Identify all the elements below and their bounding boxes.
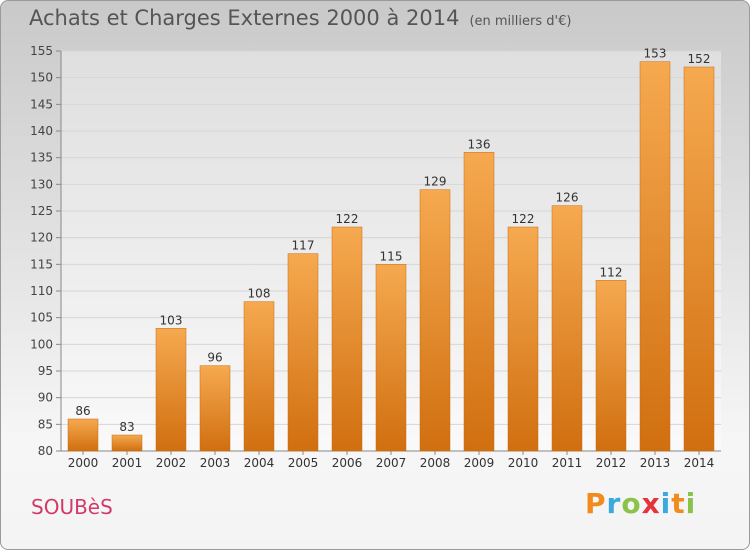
bar-value-label: 103 [160, 313, 183, 327]
bar [639, 61, 671, 452]
bar [595, 280, 627, 452]
bar-value-label: 96 [207, 351, 222, 365]
y-tick-label: 150 [30, 71, 53, 85]
x-tick-label: 2005 [288, 456, 319, 470]
bar-value-label: 112 [600, 265, 623, 279]
y-tick-label: 155 [30, 44, 53, 58]
y-tick-label: 115 [30, 257, 53, 271]
x-tick-label: 2006 [332, 456, 363, 470]
y-tick-label: 95 [38, 364, 53, 378]
bar-value-label: 126 [556, 191, 579, 205]
x-tick-label: 2012 [596, 456, 627, 470]
y-tick-label: 85 [38, 417, 53, 431]
x-tick-label: 2001 [112, 456, 143, 470]
bar [287, 253, 319, 452]
y-tick-label: 140 [30, 124, 53, 138]
x-tick-label: 2009 [464, 456, 495, 470]
bar-value-label: 117 [292, 239, 315, 253]
bar-value-label: 129 [424, 175, 447, 189]
bar-value-label: 115 [380, 249, 403, 263]
bar [551, 205, 583, 452]
bar-value-label: 153 [644, 47, 667, 61]
bar [331, 226, 363, 452]
bar [419, 189, 451, 452]
bar [67, 418, 99, 452]
bar-value-label: 83 [119, 420, 134, 434]
y-tick-label: 120 [30, 231, 53, 245]
bar-value-label: 86 [75, 404, 90, 418]
x-tick-label: 2003 [200, 456, 231, 470]
chart-title-text: Achats et Charges Externes 2000 à 2014 [29, 6, 460, 30]
x-tick-label: 2004 [244, 456, 275, 470]
y-tick-label: 145 [30, 97, 53, 111]
x-tick-label: 2010 [508, 456, 539, 470]
y-tick-label: 125 [30, 204, 53, 218]
y-tick-label: 105 [30, 311, 53, 325]
x-tick-label: 2014 [684, 456, 715, 470]
bar [463, 152, 495, 452]
x-tick-label: 2007 [376, 456, 407, 470]
bar-value-label: 136 [468, 137, 491, 151]
bar [155, 328, 187, 452]
commune-name: SOUBèS [31, 495, 113, 519]
bar [375, 264, 407, 452]
x-tick-label: 2002 [156, 456, 187, 470]
bar [199, 365, 231, 452]
x-tick-label: 2013 [640, 456, 671, 470]
bar-value-label: 122 [336, 212, 359, 226]
y-tick-label: 100 [30, 337, 53, 351]
proxiti-logo: Proxiti [585, 487, 697, 520]
x-tick-label: 2011 [552, 456, 583, 470]
bar-value-label: 108 [248, 287, 271, 301]
bar [243, 301, 275, 452]
bar-value-label: 152 [688, 52, 711, 66]
chart-title: Achats et Charges Externes 2000 à 2014 (e… [29, 6, 571, 30]
y-tick-label: 90 [38, 391, 53, 405]
x-tick-label: 2000 [68, 456, 99, 470]
y-tick-label: 80 [38, 444, 53, 458]
bar [683, 66, 715, 452]
y-tick-label: 130 [30, 177, 53, 191]
bar [507, 226, 539, 452]
y-tick-label: 135 [30, 151, 53, 165]
y-tick-label: 110 [30, 284, 53, 298]
chart-subtitle: (en milliers d'€) [469, 14, 572, 29]
bar-value-label: 122 [512, 212, 535, 226]
x-tick-label: 2008 [420, 456, 451, 470]
bar [111, 434, 143, 452]
